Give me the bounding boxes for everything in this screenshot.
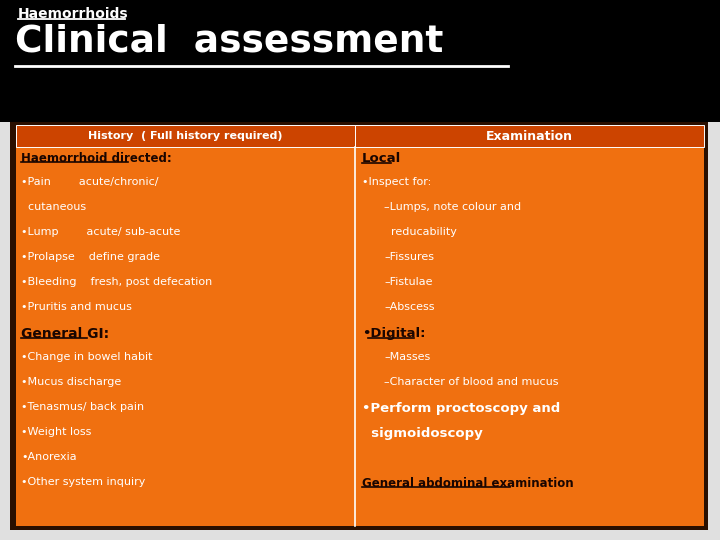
Text: •Bleeding    fresh, post defecation: •Bleeding fresh, post defecation: [21, 277, 212, 287]
Text: –Fissures: –Fissures: [384, 252, 434, 262]
Text: –Abscess: –Abscess: [384, 302, 434, 312]
Text: cutaneous: cutaneous: [21, 202, 86, 212]
FancyBboxPatch shape: [10, 122, 708, 530]
Text: History  ( Full history required): History ( Full history required): [89, 131, 283, 141]
Text: reducability: reducability: [384, 227, 457, 237]
Polygon shape: [600, 0, 720, 120]
FancyBboxPatch shape: [16, 125, 355, 147]
Text: •Prolapse    define grade: •Prolapse define grade: [21, 252, 160, 262]
Text: Clinical  assessment: Clinical assessment: [15, 23, 444, 59]
Text: –Masses: –Masses: [384, 352, 431, 362]
Text: •Anorexia: •Anorexia: [21, 452, 76, 462]
Text: Examination: Examination: [486, 130, 573, 143]
Polygon shape: [635, 0, 720, 85]
Text: –Fistulae: –Fistulae: [384, 277, 433, 287]
FancyBboxPatch shape: [355, 125, 704, 147]
Text: sigmoidoscopy: sigmoidoscopy: [362, 427, 482, 440]
Text: •Other system inquiry: •Other system inquiry: [21, 477, 145, 487]
Text: –Lumps, note colour and: –Lumps, note colour and: [384, 202, 521, 212]
Text: –Character of blood and mucus: –Character of blood and mucus: [384, 377, 559, 387]
FancyBboxPatch shape: [0, 0, 720, 122]
Polygon shape: [670, 0, 720, 50]
Text: General abdominal examination: General abdominal examination: [362, 477, 574, 490]
Text: Haemorrhoids: Haemorrhoids: [18, 7, 129, 21]
Text: •Perform proctoscopy and: •Perform proctoscopy and: [362, 402, 560, 415]
Text: •Digital:: •Digital:: [362, 327, 426, 340]
FancyBboxPatch shape: [16, 126, 704, 526]
Text: •Weight loss: •Weight loss: [21, 427, 91, 437]
Text: Local: Local: [362, 152, 401, 165]
Text: Haemorrhoid directed:: Haemorrhoid directed:: [21, 152, 172, 165]
Text: •Inspect for:: •Inspect for:: [362, 177, 431, 187]
Text: •Change in bowel habit: •Change in bowel habit: [21, 352, 153, 362]
Text: General GI:: General GI:: [21, 327, 109, 341]
Text: •Pruritis and mucus: •Pruritis and mucus: [21, 302, 132, 312]
Text: •Lump        acute/ sub-acute: •Lump acute/ sub-acute: [21, 227, 181, 237]
Text: •Pain        acute/chronic/: •Pain acute/chronic/: [21, 177, 158, 187]
Text: •Tenasmus/ back pain: •Tenasmus/ back pain: [21, 402, 144, 412]
Text: •Mucus discharge: •Mucus discharge: [21, 377, 121, 387]
